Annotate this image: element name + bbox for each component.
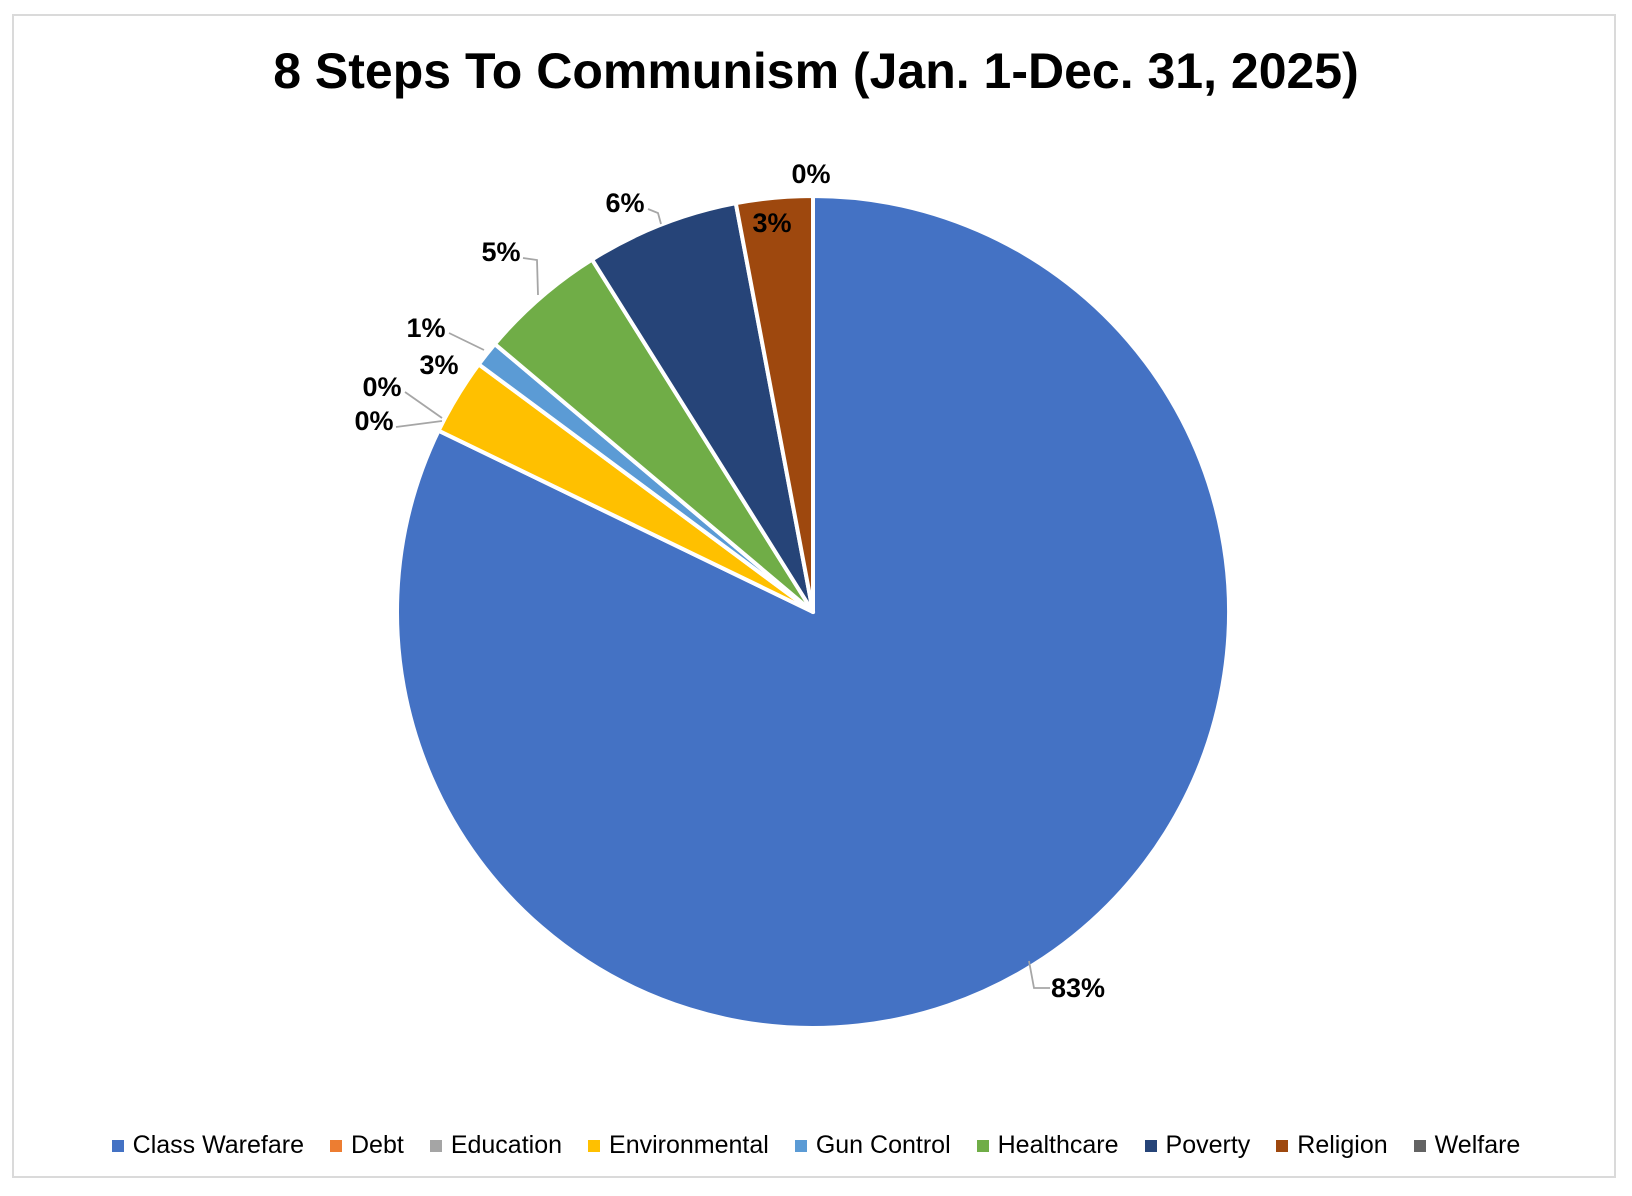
legend-label-healthcare: Healthcare (997, 1131, 1119, 1159)
legend-swatch-poverty (1144, 1139, 1157, 1152)
slice-label-environmental: 3% (419, 350, 458, 380)
leader-lines (395, 208, 1050, 989)
legend-swatch-welfare (1413, 1139, 1426, 1152)
legend-item-environmental: Environmental (588, 1131, 769, 1160)
legend-item-poverty: Poverty (1144, 1131, 1251, 1160)
chart-title: 8 Steps To Communism (Jan. 1-Dec. 31, 20… (273, 43, 1359, 99)
legend-label-education: Education (450, 1131, 563, 1159)
leader-line-poverty (647, 208, 662, 225)
slice-label-class-warefare: 83% (1051, 973, 1105, 1003)
slice-label-religion: 3% (752, 208, 791, 238)
legend-item-gun-control: Gun Control (794, 1131, 951, 1160)
legend-item-welfare: Welfare (1413, 1131, 1521, 1160)
legend-label-religion: Religion (1297, 1131, 1388, 1159)
slice-label-healthcare: 5% (481, 237, 520, 267)
legend-label-environmental: Environmental (609, 1131, 769, 1159)
slice-label-education: 0% (362, 372, 401, 402)
slice-label-poverty: 6% (605, 188, 644, 218)
legend-swatch-gun-control (794, 1139, 807, 1152)
pie-slice-religion (733, 194, 815, 614)
legend: Class Warefare Debt Education Environmental… (0, 1131, 1632, 1160)
legend-label-gun-control: Gun Control (815, 1131, 951, 1159)
slice-label-gun-control: 1% (406, 313, 445, 343)
legend-swatch-class-warefare (111, 1139, 124, 1152)
legend-item-class-warefare: Class Warefare (111, 1131, 304, 1160)
pie-slices (395, 194, 1231, 1030)
slice-label-debt: 0% (354, 406, 393, 436)
slice-labels: 83%0%0%3%1%5%6%3%0% (354, 159, 1105, 1003)
leader-line-education (404, 391, 443, 419)
leader-line-class-warefare (1028, 960, 1050, 989)
legend-swatch-education (429, 1139, 442, 1152)
legend-label-welfare: Welfare (1434, 1131, 1521, 1159)
pie-slice-poverty (590, 201, 815, 614)
leader-line-debt (395, 420, 443, 428)
legend-swatch-healthcare (976, 1139, 989, 1152)
legend-swatch-environmental (588, 1139, 601, 1152)
legend-label-class-warefare: Class Warefare (132, 1131, 304, 1159)
legend-item-education: Education (429, 1131, 563, 1160)
legend-label-debt: Debt (351, 1131, 404, 1159)
legend-item-debt: Debt (330, 1131, 404, 1160)
legend-item-healthcare: Healthcare (976, 1131, 1119, 1160)
legend-swatch-debt (330, 1139, 342, 1152)
leader-line-healthcare (522, 257, 539, 296)
slice-label-welfare: 0% (791, 159, 830, 189)
legend-label-poverty: Poverty (1165, 1131, 1251, 1159)
pie-slice-class-warefare (395, 194, 1231, 1030)
leader-line-gun-control (448, 332, 485, 351)
legend-swatch-religion (1276, 1139, 1289, 1152)
legend-item-religion: Religion (1276, 1131, 1388, 1160)
